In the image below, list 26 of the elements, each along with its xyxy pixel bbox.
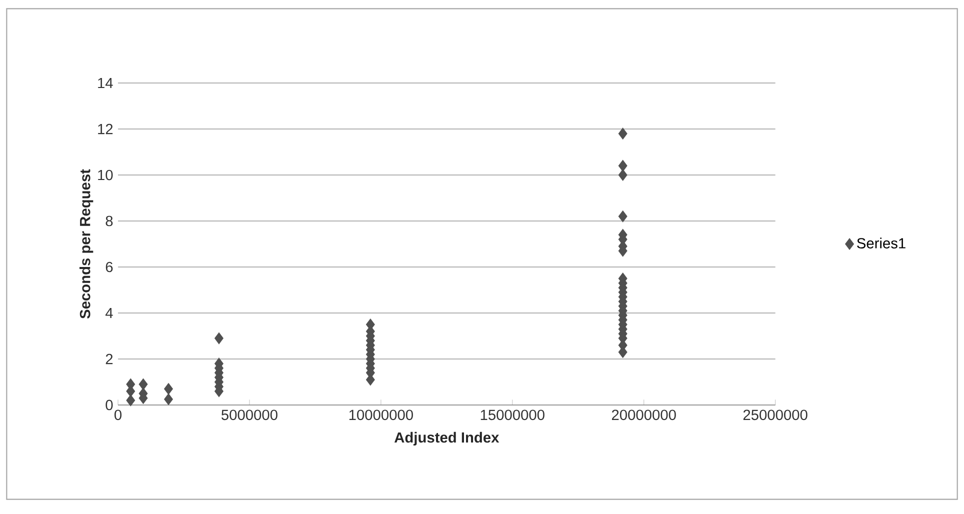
point xyxy=(618,169,628,181)
x-tick-label: 10000000 xyxy=(349,410,413,420)
point xyxy=(214,332,224,344)
x-axis-title: Adjusted Index xyxy=(394,432,500,446)
point xyxy=(618,128,628,140)
x-tick-label: 25000000 xyxy=(743,410,808,420)
y-tick-label: 0 xyxy=(106,400,113,410)
y-tick-label: 2 xyxy=(106,354,113,364)
y-tick-label: 8 xyxy=(106,216,113,226)
x-tick-label: 0 xyxy=(114,410,122,420)
x-tick-label: 15000000 xyxy=(480,410,544,420)
point xyxy=(164,383,173,395)
point xyxy=(164,393,173,406)
y-tick-label: 4 xyxy=(105,308,113,318)
x-tick-label: 20000000 xyxy=(612,410,676,420)
point xyxy=(618,210,628,222)
point xyxy=(126,394,136,406)
y-tick-label: 10 xyxy=(98,170,113,180)
legend-label: Series1 xyxy=(857,238,906,248)
y-tick-label: 14 xyxy=(98,78,113,88)
y-tick-label: 12 xyxy=(98,124,113,134)
y-tick-label: 6 xyxy=(106,262,113,272)
point xyxy=(138,378,148,390)
point xyxy=(618,160,628,172)
y-axis-title: Seconds per Request xyxy=(80,169,94,319)
x-tick-label: 5000000 xyxy=(222,410,278,420)
